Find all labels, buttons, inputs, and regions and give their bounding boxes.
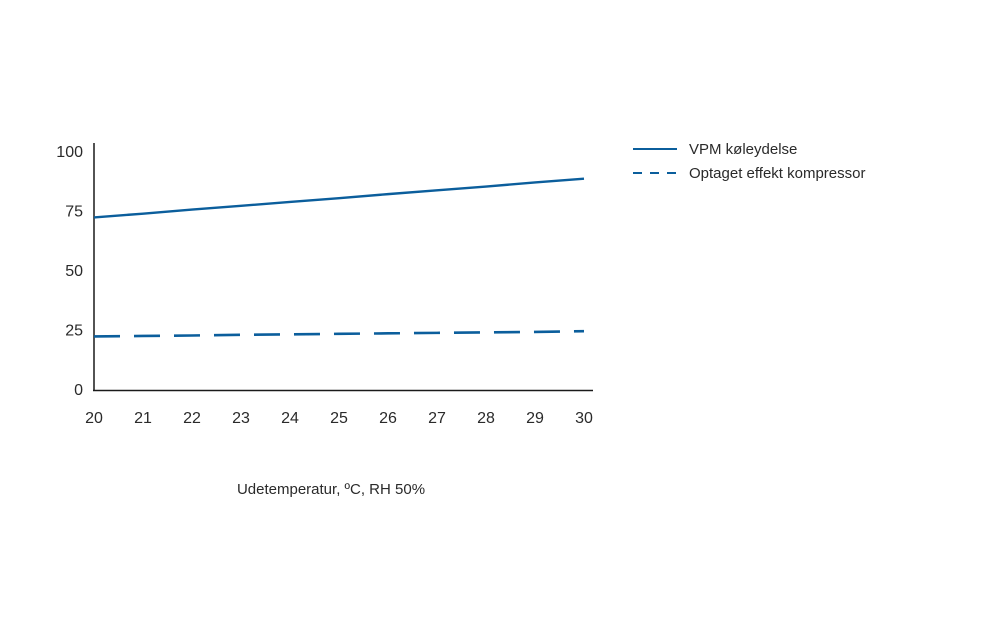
legend-label-2: Optaget effekt kompressor [689,165,865,182]
x-tick-label: 25 [330,410,348,427]
y-tick-label: 0 [74,382,83,399]
series-layer [93,177,585,338]
series-line-1 [93,177,585,219]
legend-label-1: VPM køleydelse [689,141,797,158]
series-line-2 [93,329,585,338]
x-tick-label: 28 [477,410,495,427]
y-tick-label: 100 [56,144,83,161]
y-tick-label: 25 [65,323,83,340]
x-tick-label: 24 [281,410,299,427]
x-tick-label: 26 [379,410,397,427]
x-axis-label: Udetemperatur, ºC, RH 50% [237,481,425,498]
y-tick-label: 50 [65,263,83,280]
x-tick-label: 29 [526,410,544,427]
legend: VPM køleydelse Optaget effekt kompressor [633,141,865,182]
y-tick-labels: 0 25 50 75 100 [56,144,83,399]
x-tick-label: 30 [575,410,593,427]
x-tick-label: 21 [134,410,152,427]
x-tick-label: 20 [85,410,103,427]
x-tick-label: 27 [428,410,446,427]
x-tick-label: 22 [183,410,201,427]
x-tick-label: 23 [232,410,250,427]
x-tick-labels: 20 21 22 23 24 25 26 27 28 29 30 [85,410,593,427]
y-tick-label: 75 [65,204,83,221]
